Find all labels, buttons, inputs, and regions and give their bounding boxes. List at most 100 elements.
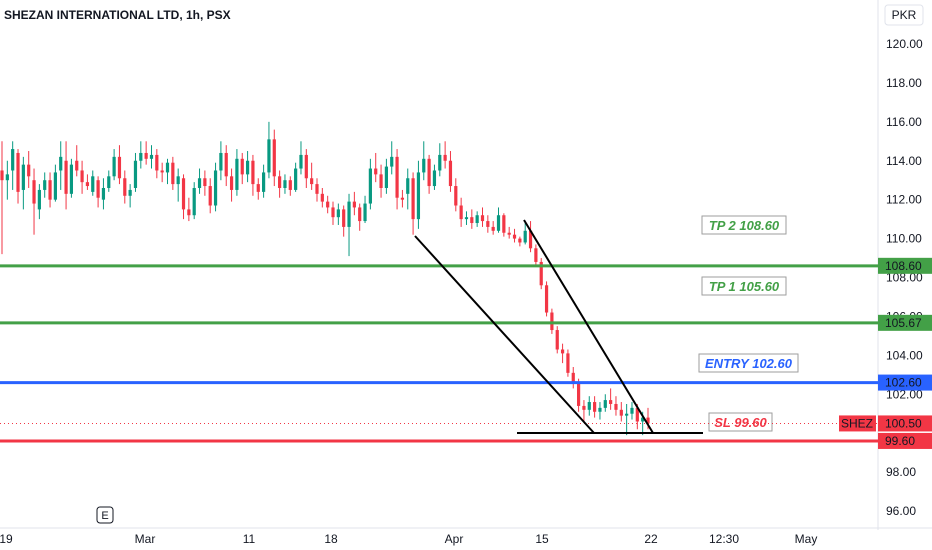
- currency-button[interactable]: PKR: [884, 4, 924, 26]
- candle: [432, 164, 437, 190]
- text-box-frame[interactable]: [701, 215, 787, 235]
- candle-body: [299, 154, 303, 169]
- price-tick-label: 116.00: [886, 115, 922, 129]
- candle: [603, 394, 607, 412]
- candle: [37, 184, 41, 220]
- candle: [395, 149, 399, 210]
- candle-body: [379, 174, 383, 188]
- tp-2-text-box[interactable]: TP 2 108.60: [701, 215, 787, 235]
- candle: [422, 141, 426, 181]
- candle-body: [69, 164, 74, 194]
- currency-button-frame[interactable]: [884, 4, 924, 26]
- chart-title: SHEZAN INTERNATIONAL LTD, 1h, PSX: [4, 8, 231, 22]
- candle-body: [5, 174, 9, 181]
- tp-1-text-box[interactable]: TP 1 105.60: [701, 276, 787, 296]
- candle: [347, 193, 351, 257]
- candle-body: [641, 417, 645, 422]
- candle: [352, 191, 356, 216]
- sl-price-label: 99.60: [878, 432, 932, 449]
- candle-body: [0, 170, 4, 181]
- candle-body: [283, 180, 287, 188]
- candle: [294, 162, 298, 192]
- price-axis[interactable]: 120.00 118.00 116.00 114.00 112.00 110.00 108.…: [886, 37, 923, 518]
- candle-body: [502, 215, 506, 233]
- candle-body: [470, 217, 474, 224]
- candle: [229, 168, 234, 202]
- text-box-frame[interactable]: [708, 412, 773, 432]
- candle-body: [491, 226, 495, 231]
- candle: [283, 174, 287, 194]
- text-box-label: SL 99.60: [714, 415, 767, 430]
- candle: [560, 343, 565, 364]
- candle-body: [75, 160, 79, 171]
- symbol-label-bg: [839, 415, 876, 432]
- candle: [80, 160, 84, 194]
- candle-body: [400, 197, 405, 200]
- candle-body: [278, 176, 282, 188]
- candle: [454, 178, 458, 212]
- candle-body: [512, 234, 517, 239]
- time-axis[interactable]: 19 Mar 11 18 Apr 15 22 12:30 May: [0, 532, 817, 546]
- candle: [213, 162, 218, 212]
- candle-body: [593, 402, 597, 412]
- candle: [219, 141, 223, 181]
- price-label-text: 108.60: [885, 259, 922, 273]
- candle-body: [598, 407, 602, 412]
- candle: [587, 396, 591, 416]
- candle-body: [352, 201, 356, 208]
- candle: [336, 203, 340, 225]
- candle: [32, 168, 36, 235]
- candle-body: [646, 417, 650, 424]
- candle-body: [326, 201, 330, 208]
- candle: [379, 164, 383, 198]
- candle: [128, 184, 132, 208]
- candle: [480, 207, 485, 227]
- candle-body: [310, 178, 314, 185]
- candle-body: [464, 217, 469, 220]
- candle: [614, 396, 618, 416]
- trendline-lower[interactable]: [414, 235, 595, 434]
- candle: [160, 162, 164, 183]
- candle: [411, 172, 415, 235]
- trendline-upper[interactable]: [523, 219, 654, 434]
- candle-body: [117, 156, 122, 179]
- candle-body: [192, 187, 196, 216]
- earnings-marker[interactable]: E: [96, 506, 114, 524]
- candle: [165, 158, 170, 185]
- text-box-frame[interactable]: [698, 353, 799, 373]
- candle: [443, 141, 447, 169]
- candle: [181, 174, 186, 220]
- candle: [5, 160, 9, 200]
- price-label-bg: [878, 314, 932, 331]
- candle-body: [208, 186, 212, 206]
- candle: [512, 228, 517, 243]
- candle: [0, 141, 4, 255]
- candle-body: [587, 402, 591, 410]
- time-tick-label: Apr: [445, 532, 464, 546]
- candle: [496, 207, 501, 233]
- text-box-frame[interactable]: [701, 276, 787, 296]
- candle: [507, 226, 511, 239]
- candle-body: [427, 158, 431, 187]
- time-tick-label: 15: [535, 532, 549, 546]
- candle-body: [240, 158, 244, 175]
- candle: [534, 244, 538, 266]
- candle-body: [149, 154, 154, 159]
- price-tick-label: 112.00: [886, 193, 922, 207]
- candle: [400, 189, 405, 208]
- sl-text-box[interactable]: SL 99.60: [708, 412, 773, 432]
- candle-body: [37, 189, 41, 210]
- candle: [144, 141, 148, 165]
- candle: [197, 168, 202, 194]
- price-tick-label: 98.00: [886, 465, 916, 479]
- candle: [69, 158, 74, 198]
- candle: [299, 141, 303, 175]
- earnings-marker-frame[interactable]: [96, 506, 114, 524]
- candle: [539, 258, 543, 290]
- candle: [27, 151, 31, 188]
- candle: [245, 151, 250, 183]
- entry-text-box[interactable]: ENTRY 102.60: [698, 353, 799, 373]
- candle-body: [107, 176, 111, 188]
- candle: [240, 152, 244, 185]
